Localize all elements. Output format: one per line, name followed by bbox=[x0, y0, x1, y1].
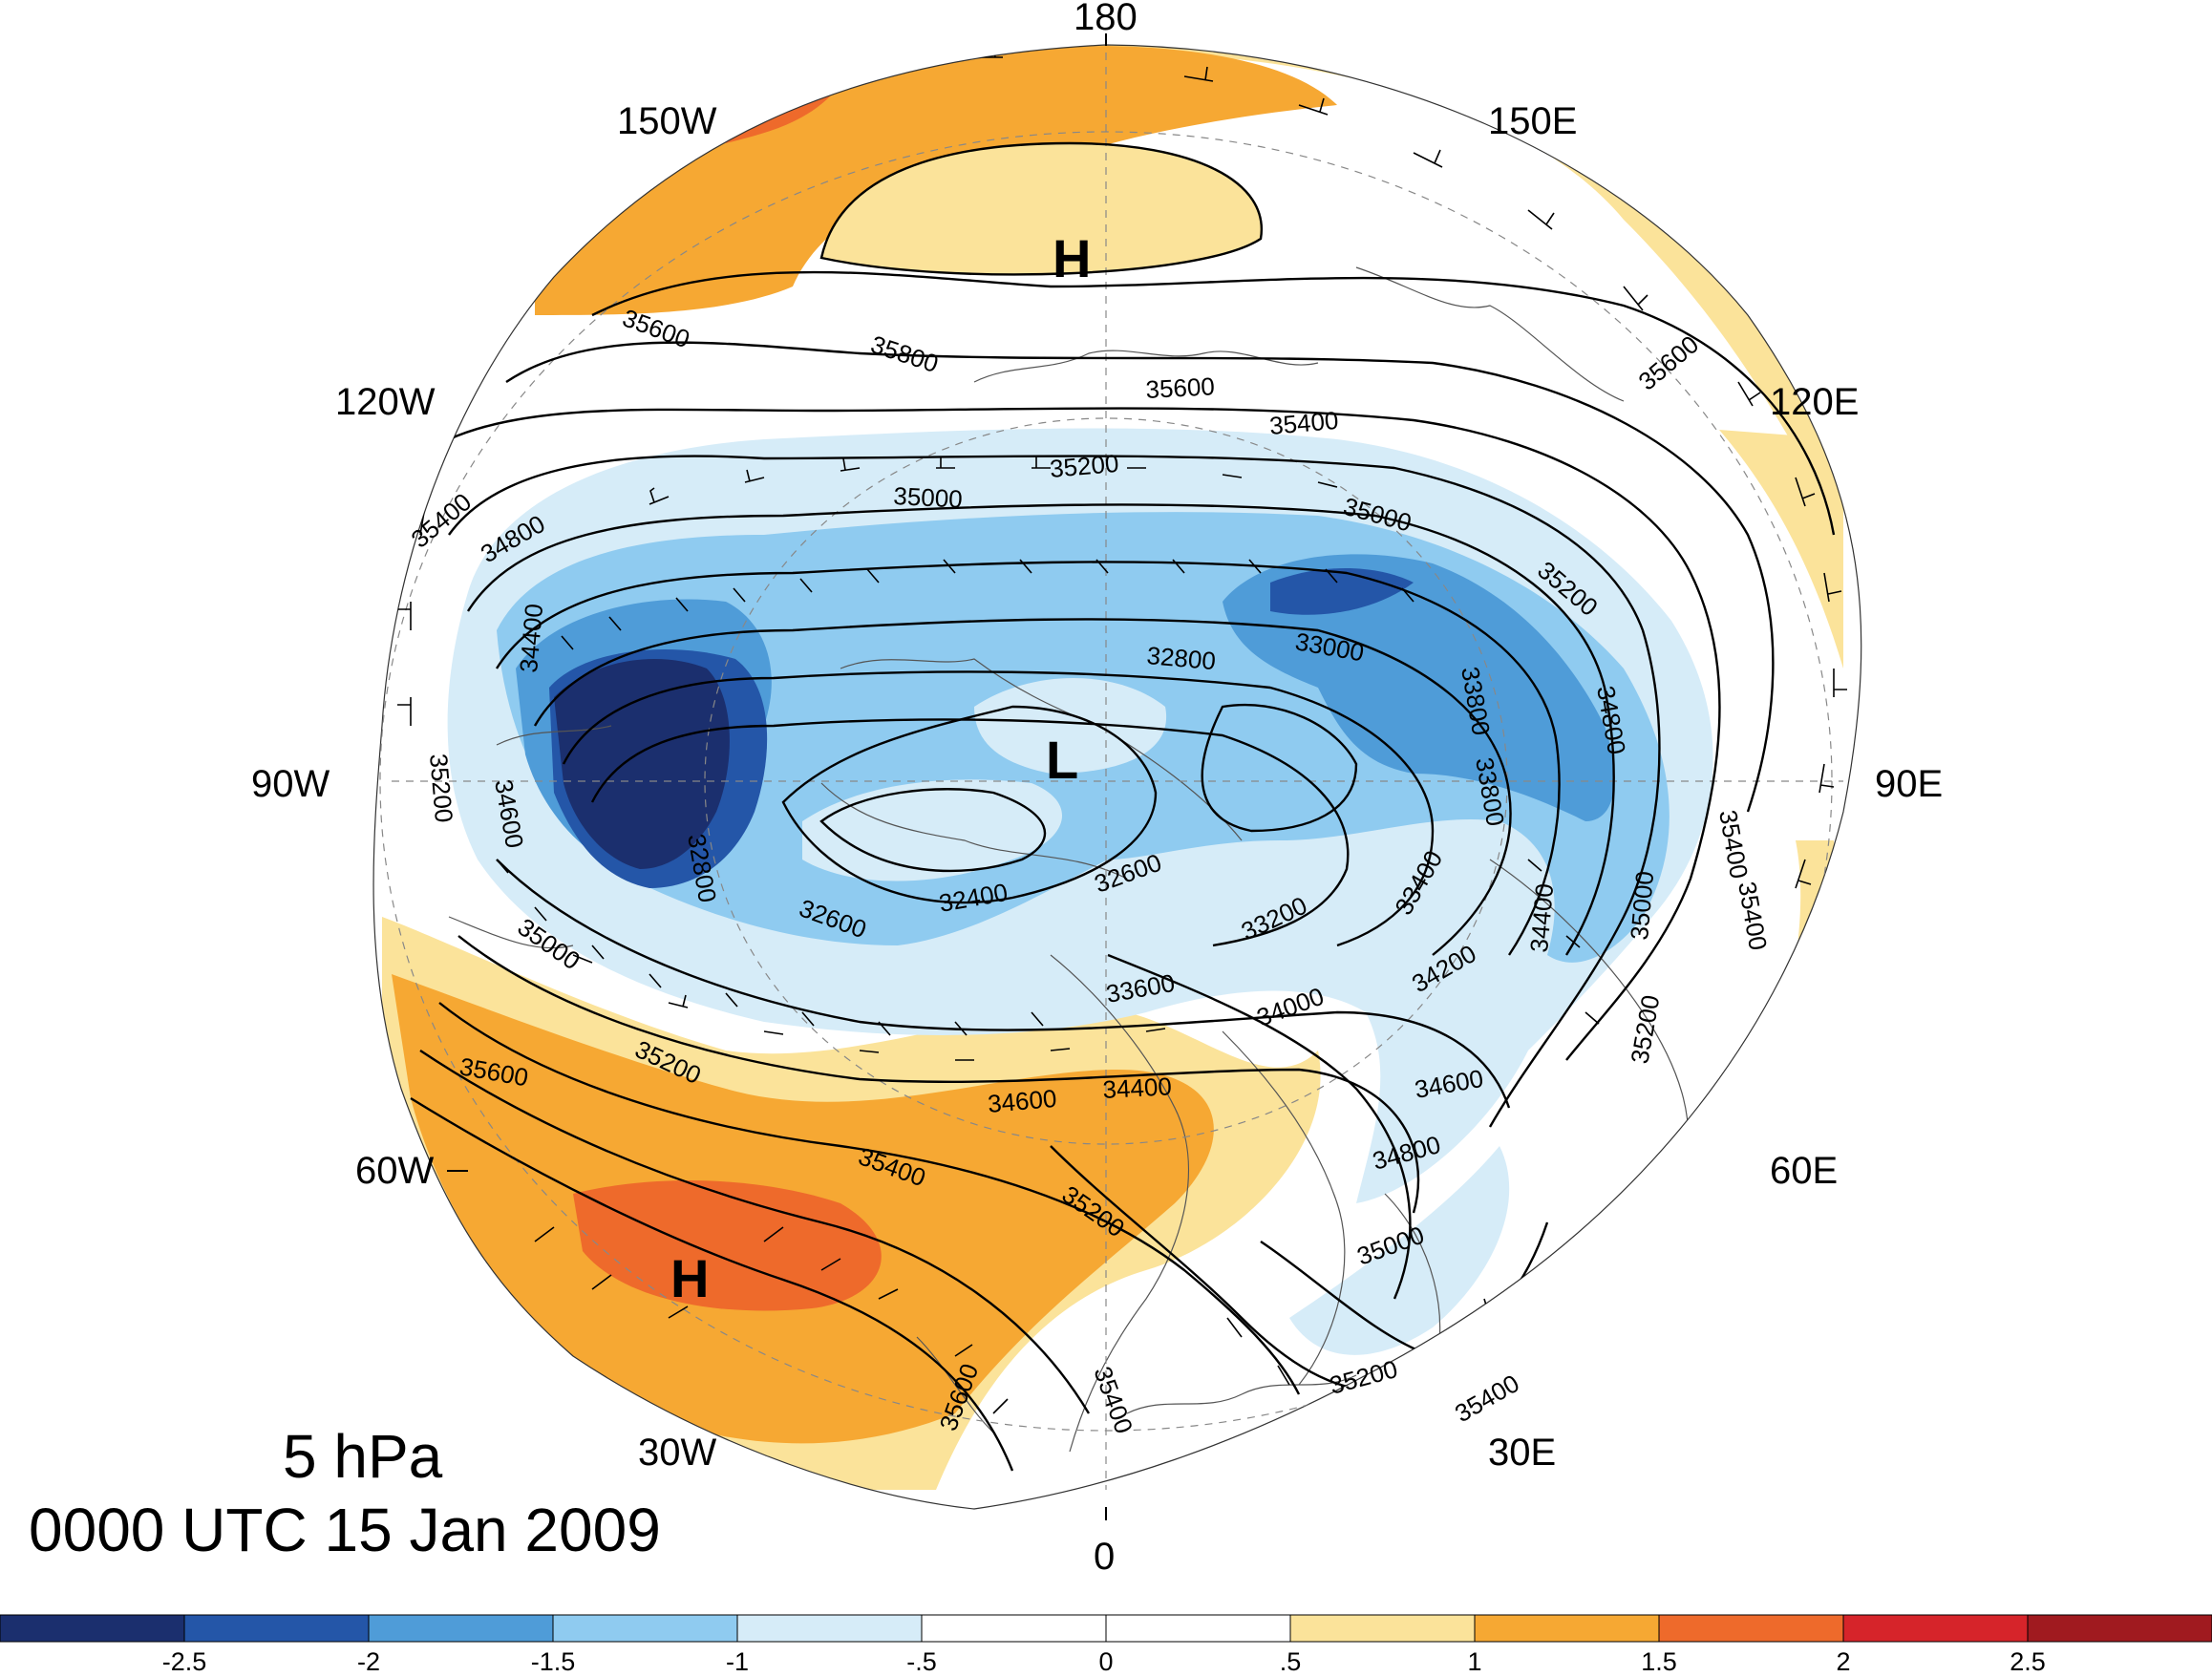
colorbar-tick-label: -1.5 bbox=[530, 1647, 576, 1676]
colorbar-tick-label: 1.5 bbox=[1641, 1647, 1677, 1676]
colorbar-tick-label: -.5 bbox=[906, 1647, 937, 1676]
colorbar-swatch bbox=[1289, 1614, 1476, 1643]
contour-label: 35200 bbox=[1049, 449, 1120, 483]
colorbar-swatch bbox=[368, 1614, 554, 1643]
contour-label: 34400 bbox=[1524, 882, 1559, 954]
low-center-polar: L bbox=[1046, 730, 1078, 790]
contour-label: 34600 bbox=[987, 1084, 1058, 1118]
contour-label: 34400 bbox=[514, 603, 548, 674]
lon-label-120e: 120E bbox=[1770, 381, 1860, 423]
high-center-pacific: H bbox=[1053, 228, 1091, 288]
colorbar-tick-label: -1 bbox=[725, 1647, 750, 1676]
contour-label: 34400 bbox=[1102, 1072, 1173, 1104]
longitude-ticks bbox=[447, 33, 1107, 1520]
colorbar-tick-label: .5 bbox=[1279, 1647, 1302, 1676]
map-boundary bbox=[372, 44, 1862, 1510]
lon-label-150e: 150E bbox=[1488, 100, 1578, 142]
colorbar-swatch bbox=[1474, 1614, 1660, 1643]
lon-label-90w: 90W bbox=[251, 763, 330, 805]
pressure-level-title: 5 hPa bbox=[283, 1422, 443, 1491]
colorbar-swatch bbox=[921, 1614, 1107, 1643]
colorbar-tick-label: 2 bbox=[1836, 1647, 1851, 1676]
lon-label-60w: 60W bbox=[355, 1150, 435, 1192]
lon-label-30w: 30W bbox=[638, 1432, 717, 1474]
colorbar-swatch bbox=[736, 1614, 923, 1643]
colorbar-tick-label: 0 bbox=[1098, 1647, 1114, 1676]
colorbar-swatch bbox=[1658, 1614, 1844, 1643]
contour-label: 35600 bbox=[1145, 371, 1216, 404]
valid-time-title: 0000 UTC 15 Jan 2009 bbox=[29, 1496, 661, 1564]
lon-label-90e: 90E bbox=[1875, 763, 1944, 805]
colorbar-swatch bbox=[552, 1614, 738, 1643]
lon-label-30e: 30E bbox=[1488, 1432, 1557, 1474]
lon-label-120w: 120W bbox=[335, 381, 436, 423]
lon-label-0: 0 bbox=[1094, 1536, 1116, 1578]
colorbar-swatch bbox=[1842, 1614, 2029, 1643]
lon-label-180: 180 bbox=[1074, 0, 1138, 38]
colorbar-tick-label: -2.5 bbox=[161, 1647, 207, 1676]
colorbar-swatch bbox=[0, 1614, 185, 1643]
contour-label: 35400 bbox=[1268, 406, 1340, 440]
contour-label: 35400 bbox=[1450, 1369, 1524, 1428]
colorbar-tick-label: 1 bbox=[1467, 1647, 1482, 1676]
height-contours bbox=[410, 141, 1836, 1472]
colorbar-swatch bbox=[2027, 1614, 2212, 1643]
colorbar-swatch bbox=[1105, 1614, 1291, 1643]
lon-label-150w: 150W bbox=[617, 100, 717, 142]
contour-label: 35200 bbox=[424, 753, 458, 824]
colorbar-tick-label: -2 bbox=[356, 1647, 381, 1676]
colorbar-swatch bbox=[183, 1614, 370, 1643]
colorbar bbox=[0, 1614, 2212, 1643]
contour-label: 35000 bbox=[1625, 870, 1659, 942]
contour-label: 35000 bbox=[893, 481, 964, 514]
contour-label: 32800 bbox=[1145, 641, 1217, 675]
high-center-atlantic: H bbox=[670, 1248, 709, 1308]
colorbar-tick-label: 2.5 bbox=[2010, 1647, 2046, 1676]
lon-label-60e: 60E bbox=[1770, 1150, 1839, 1192]
